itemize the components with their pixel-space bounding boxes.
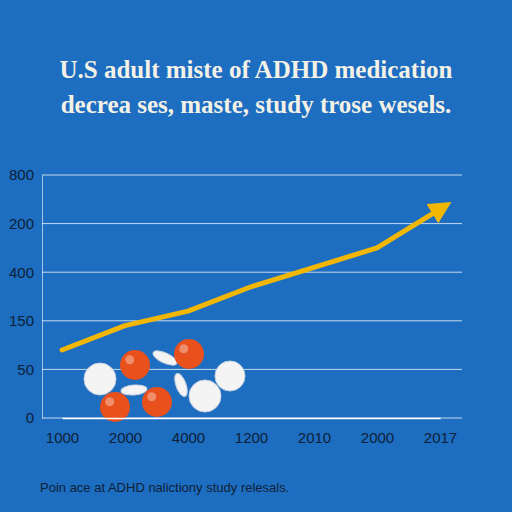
x-tick: 2017 bbox=[424, 418, 457, 446]
pill-shine bbox=[147, 392, 156, 401]
y-tick-label: 800 bbox=[9, 166, 34, 183]
pill-white bbox=[215, 361, 245, 391]
pill-orange bbox=[142, 387, 172, 417]
x-tick: 4000 bbox=[172, 418, 205, 446]
y-tick: 200 bbox=[9, 215, 42, 232]
pill-shine bbox=[179, 344, 188, 353]
pill-orange bbox=[174, 339, 204, 369]
x-tick: 2010 bbox=[298, 418, 331, 446]
grid-line bbox=[42, 320, 462, 321]
x-axis: 1000 2000 4000 1200 2010 2000 2017 bbox=[46, 418, 457, 446]
pill-capsule bbox=[121, 384, 148, 396]
y-tick: 800 bbox=[9, 166, 42, 183]
footnote: Poin ace at ADHD nalictiony study relesa… bbox=[40, 480, 289, 495]
pill-white bbox=[84, 363, 116, 395]
x-tick-label: 4000 bbox=[172, 429, 205, 446]
pill-orange bbox=[120, 350, 150, 380]
x-tick-label: 1000 bbox=[46, 429, 79, 446]
y-tick: 150 bbox=[9, 312, 42, 329]
chart: U.S adult miste of ADHD medication decrea… bbox=[0, 0, 512, 512]
x-axis-line bbox=[63, 418, 441, 420]
y-tick-label: 50 bbox=[17, 361, 34, 378]
y-tick: 0 bbox=[26, 409, 42, 426]
x-tick: 2000 bbox=[109, 418, 142, 446]
y-tick: 50 bbox=[17, 361, 42, 378]
title-line: decrea ses, maste, study trose wesels. bbox=[61, 91, 452, 118]
title-line: U.S adult miste of ADHD medication bbox=[59, 56, 452, 83]
title: U.S adult miste of ADHD medication decrea… bbox=[59, 56, 452, 118]
y-axis: 0 50 150 400 200 800 bbox=[9, 166, 43, 426]
grid-line bbox=[42, 175, 462, 176]
y-tick-label: 0 bbox=[26, 409, 34, 426]
grid-line bbox=[42, 272, 462, 273]
y-tick: 400 bbox=[9, 264, 42, 281]
y-axis-line bbox=[42, 176, 43, 419]
x-tick-label: 1200 bbox=[235, 429, 268, 446]
plot bbox=[62, 209, 440, 350]
grid bbox=[42, 175, 462, 418]
y-tick-label: 400 bbox=[9, 264, 34, 281]
grid-line bbox=[42, 223, 462, 224]
pill-orange bbox=[100, 392, 130, 422]
x-tick: 1200 bbox=[235, 418, 268, 446]
x-tick-label: 2000 bbox=[361, 429, 394, 446]
pill-white bbox=[189, 380, 221, 412]
x-tick-label: 2010 bbox=[298, 429, 331, 446]
y-tick-label: 150 bbox=[9, 312, 34, 329]
background bbox=[0, 0, 512, 512]
pill-capsule bbox=[172, 372, 190, 398]
y-tick-label: 200 bbox=[9, 215, 34, 232]
x-tick-label: 2000 bbox=[109, 429, 142, 446]
pill-shine bbox=[125, 355, 134, 364]
line bbox=[62, 209, 440, 350]
x-tick-label: 2017 bbox=[424, 429, 457, 446]
x-tick: 2000 bbox=[361, 418, 394, 446]
pills bbox=[84, 339, 245, 422]
x-tick: 1000 bbox=[46, 418, 79, 446]
pill-shine bbox=[105, 397, 114, 406]
